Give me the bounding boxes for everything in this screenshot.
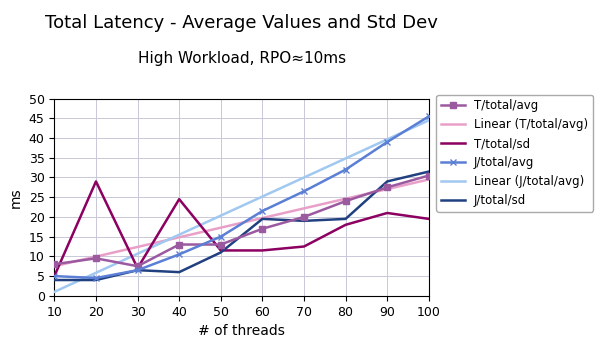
Line: J/total/sd: J/total/sd <box>54 172 429 280</box>
T/total/avg <box>217 242 225 246</box>
T/total/sd <box>425 217 432 221</box>
J/total/sd <box>217 250 225 254</box>
T/total/avg <box>134 264 141 268</box>
J/total/sd <box>134 268 141 272</box>
J/total/avg <box>92 276 100 280</box>
J/total/avg <box>176 252 183 256</box>
J/total/sd <box>342 217 349 221</box>
T/total/sd <box>300 244 307 249</box>
Text: Total Latency - Average Values and Std Dev: Total Latency - Average Values and Std D… <box>45 14 438 32</box>
T/total/sd <box>342 223 349 227</box>
J/total/sd <box>425 170 432 174</box>
T/total/sd <box>134 266 141 270</box>
T/total/avg <box>92 256 100 260</box>
J/total/avg <box>217 235 225 239</box>
J/total/avg <box>425 114 432 118</box>
J/total/sd <box>176 270 183 274</box>
J/total/sd <box>384 180 391 184</box>
X-axis label: # of threads: # of threads <box>198 324 285 338</box>
T/total/avg <box>176 242 183 246</box>
J/total/sd <box>259 217 266 221</box>
J/total/avg <box>134 268 141 272</box>
T/total/avg <box>51 262 58 266</box>
T/total/avg <box>342 199 349 203</box>
J/total/avg <box>259 209 266 213</box>
J/total/avg <box>300 189 307 193</box>
Legend: T/total/avg, Linear (T/total/avg), T/total/sd, J/total/avg, Linear (J/total/avg): T/total/avg, Linear (T/total/avg), T/tot… <box>436 95 593 211</box>
J/total/avg <box>51 274 58 278</box>
T/total/sd <box>217 249 225 253</box>
T/total/avg <box>425 173 432 177</box>
Text: High Workload, RPO≈10ms: High Workload, RPO≈10ms <box>138 51 345 66</box>
J/total/sd <box>51 278 58 282</box>
T/total/sd <box>92 180 100 184</box>
T/total/avg <box>259 227 266 231</box>
Line: J/total/avg: J/total/avg <box>51 113 432 282</box>
T/total/sd <box>384 211 391 215</box>
T/total/avg <box>384 185 391 189</box>
T/total/avg <box>300 215 307 219</box>
T/total/sd <box>51 274 58 278</box>
J/total/avg <box>342 168 349 172</box>
Line: T/total/sd: T/total/sd <box>54 182 429 276</box>
Line: T/total/avg: T/total/avg <box>51 172 432 270</box>
Y-axis label: ms: ms <box>9 187 23 207</box>
T/total/sd <box>259 249 266 253</box>
J/total/sd <box>92 278 100 282</box>
J/total/avg <box>384 140 391 144</box>
J/total/sd <box>300 219 307 223</box>
T/total/sd <box>176 197 183 201</box>
